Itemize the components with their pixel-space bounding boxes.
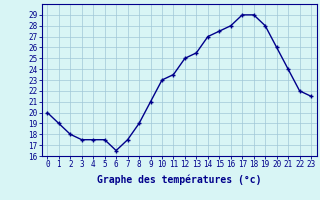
X-axis label: Graphe des températures (°c): Graphe des températures (°c) [97, 175, 261, 185]
